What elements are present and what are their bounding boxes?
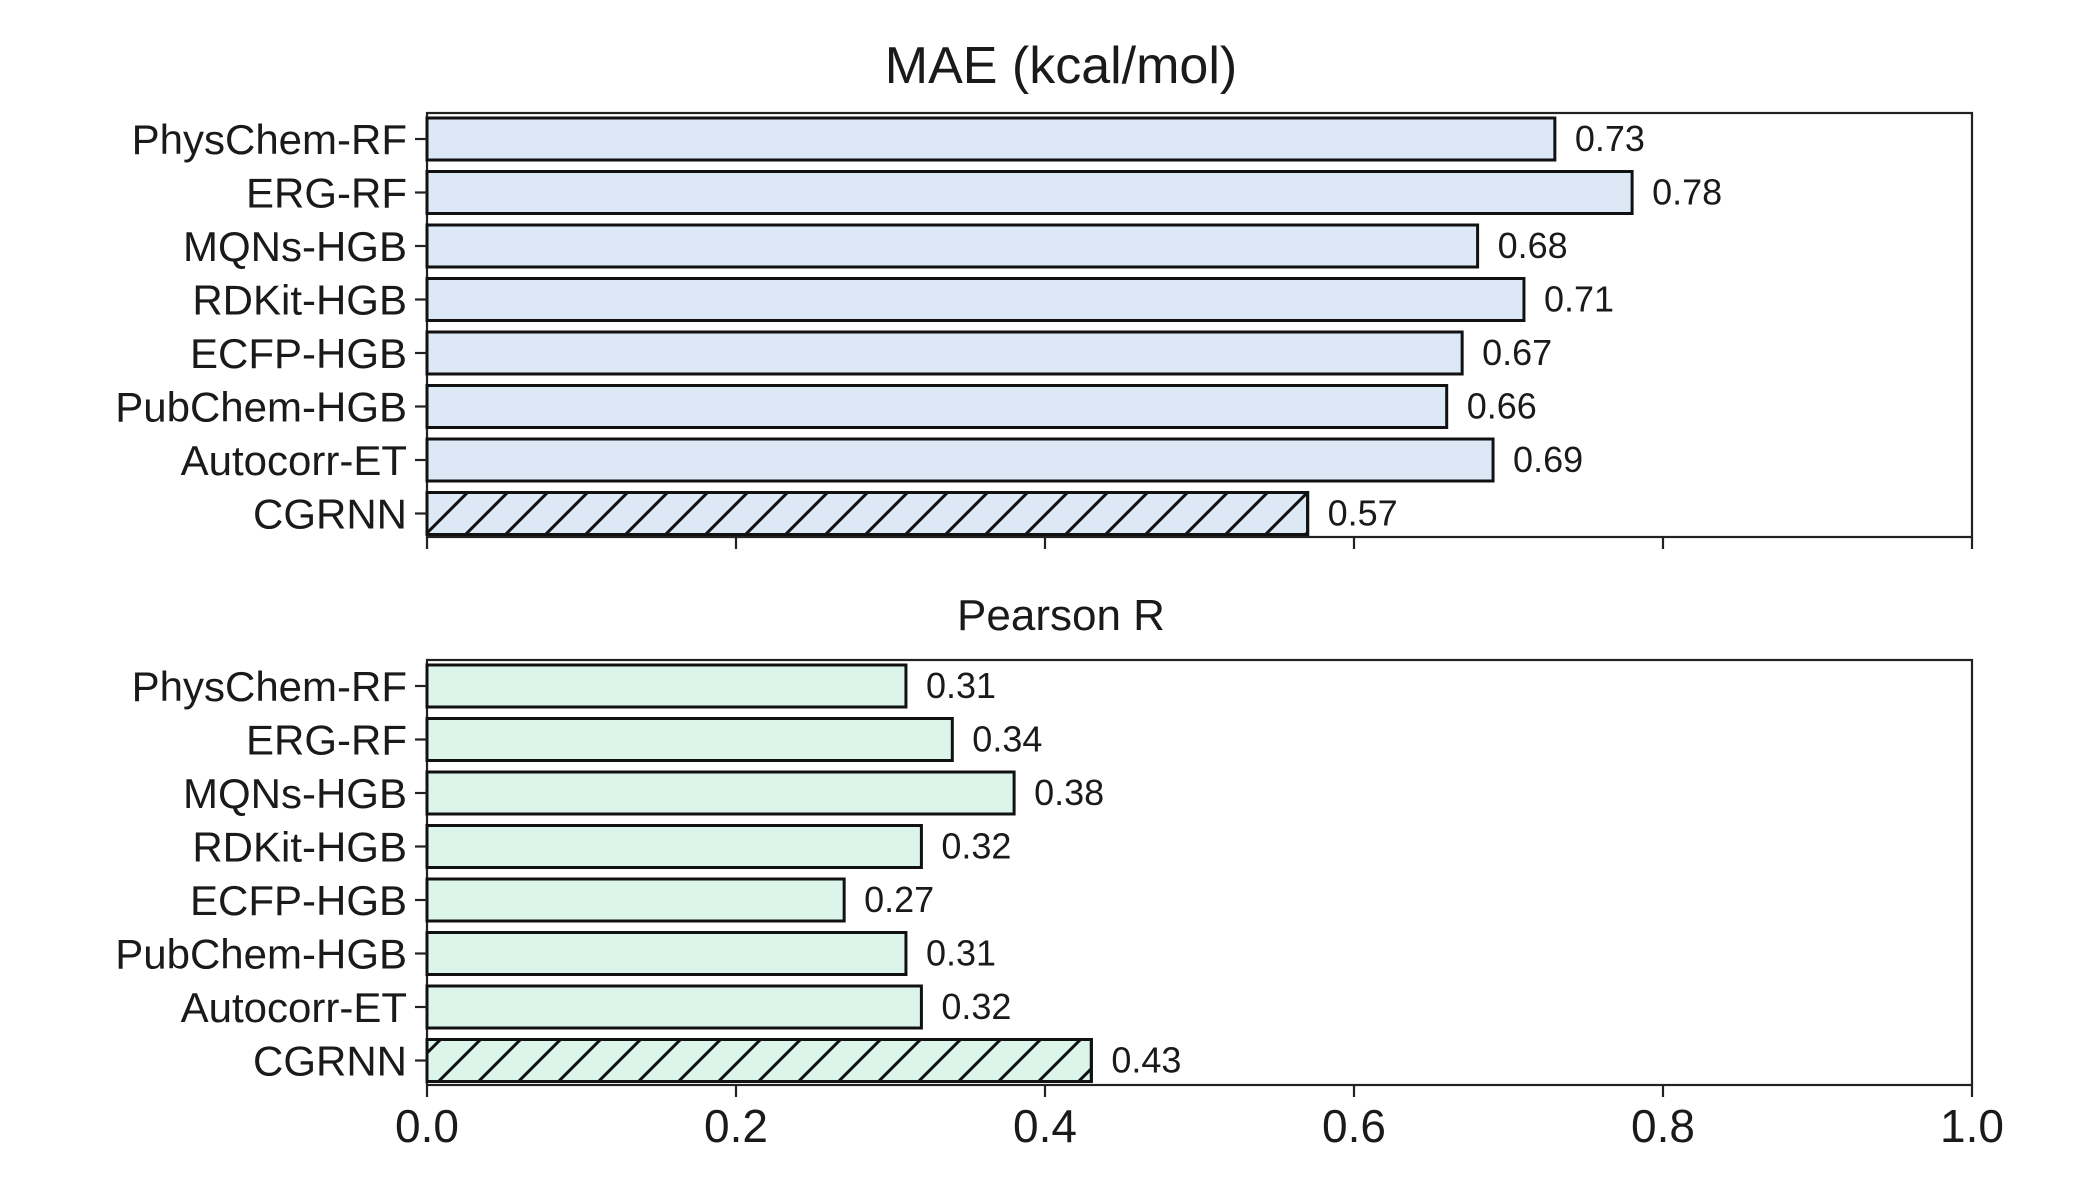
data-label: 0.32	[941, 826, 1011, 867]
plot-frame	[425, 658, 1974, 1087]
bar-autocorr-et	[425, 984, 923, 1030]
data-label: 0.31	[926, 933, 996, 974]
data-label: 0.57	[1328, 493, 1398, 534]
data-label: 0.73	[1575, 118, 1645, 159]
x-tick-label: 0.0	[395, 1100, 459, 1152]
category-label: CGRNN	[253, 1038, 407, 1085]
data-label: 0.43	[1111, 1040, 1181, 1081]
category-label: RDKit-HGB	[192, 824, 407, 871]
x-tick-label: 0.6	[1322, 1100, 1386, 1152]
x-tick-label: 0.2	[704, 1100, 768, 1152]
category-label: MQNs-HGB	[183, 770, 407, 817]
category-label: ERG-RF	[246, 170, 407, 217]
bar-pubchem-hgb	[425, 384, 1449, 429]
category-label: ERG-RF	[246, 717, 407, 764]
bar-ecfp-hgb	[425, 330, 1464, 376]
data-label: 0.71	[1544, 279, 1614, 320]
data-label: 0.27	[864, 879, 934, 920]
category-label: PhysChem-RF	[132, 116, 407, 163]
data-label: 0.66	[1467, 386, 1537, 427]
plot-frame	[425, 111, 1974, 539]
category-label: ECFP-HGB	[190, 877, 407, 924]
bar-hatch-cgrnn	[425, 1038, 1093, 1083]
bar-rdkit-hgb	[425, 824, 923, 869]
bar-mqns-hgb	[425, 223, 1480, 269]
bar-mqns-hgb	[425, 770, 1016, 816]
bar-erg-rf	[425, 717, 954, 762]
x-tick-label: 1.0	[1940, 1100, 2004, 1152]
data-label: 0.38	[1034, 772, 1104, 813]
category-label: RDKit-HGB	[192, 277, 407, 324]
x-tick-label: 0.4	[1013, 1100, 1077, 1152]
data-label: 0.78	[1652, 172, 1722, 213]
bar-pubchem-hgb	[425, 931, 908, 976]
bar-physchem-rf	[425, 116, 1557, 162]
bar-autocorr-et	[425, 437, 1495, 483]
bar-erg-rf	[425, 170, 1634, 215]
category-label: CGRNN	[253, 491, 407, 538]
category-label: PubChem-HGB	[115, 931, 407, 978]
category-label: PhysChem-RF	[132, 663, 407, 710]
pearson-chart-title: Pearson R	[957, 591, 1165, 640]
category-label: ECFP-HGB	[190, 330, 407, 377]
data-label: 0.67	[1482, 332, 1552, 373]
mae-chart-title: MAE (kcal/mol)	[885, 37, 1237, 95]
category-label: Autocorr-ET	[181, 437, 407, 484]
data-label: 0.69	[1513, 439, 1583, 480]
x-tick-label: 0.8	[1631, 1100, 1695, 1152]
data-label: 0.31	[926, 665, 996, 706]
x-axis-labels: 0.0 0.2 0.4 0.6 0.8 1.0	[395, 1100, 2004, 1152]
mae-panel: MAE (kcal/mol) PhysChem-RF 0.73 ERG-RF 0.78…	[115, 37, 1974, 549]
bar-rdkit-hgb	[425, 277, 1526, 322]
category-label: PubChem-HGB	[115, 384, 407, 431]
bar-ecfp-hgb	[425, 877, 846, 923]
data-label: 0.34	[972, 719, 1042, 760]
bar-physchem-rf	[425, 663, 908, 709]
data-label: 0.68	[1498, 225, 1568, 266]
bar-hatch-cgrnn	[425, 491, 1310, 536]
category-label: Autocorr-ET	[181, 984, 407, 1031]
category-label: MQNs-HGB	[183, 223, 407, 270]
data-label: 0.32	[941, 986, 1011, 1027]
pearson-panel: Pearson R PhysChem-RF 0.31 ERG-RF 0.34 MQNs-…	[115, 591, 1974, 1097]
